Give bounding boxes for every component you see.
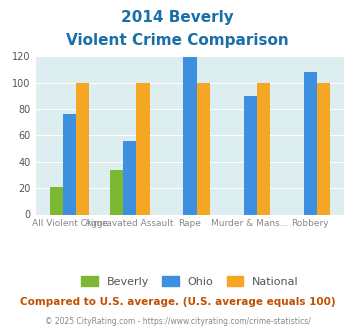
Bar xyxy=(317,82,330,214)
Bar xyxy=(136,82,149,214)
Bar xyxy=(110,170,123,214)
Bar xyxy=(197,82,210,214)
Bar xyxy=(63,114,76,214)
Bar xyxy=(304,72,317,215)
Bar xyxy=(244,96,257,214)
Text: Compared to U.S. average. (U.S. average equals 100): Compared to U.S. average. (U.S. average … xyxy=(20,297,335,307)
Bar xyxy=(183,57,197,214)
Bar xyxy=(76,82,89,214)
Text: Violent Crime Comparison: Violent Crime Comparison xyxy=(66,33,289,48)
Bar xyxy=(257,82,270,214)
Legend: Beverly, Ohio, National: Beverly, Ohio, National xyxy=(76,272,304,291)
Bar xyxy=(50,187,63,214)
Bar xyxy=(123,141,136,214)
Text: © 2025 CityRating.com - https://www.cityrating.com/crime-statistics/: © 2025 CityRating.com - https://www.city… xyxy=(45,317,310,326)
Text: 2014 Beverly: 2014 Beverly xyxy=(121,10,234,25)
